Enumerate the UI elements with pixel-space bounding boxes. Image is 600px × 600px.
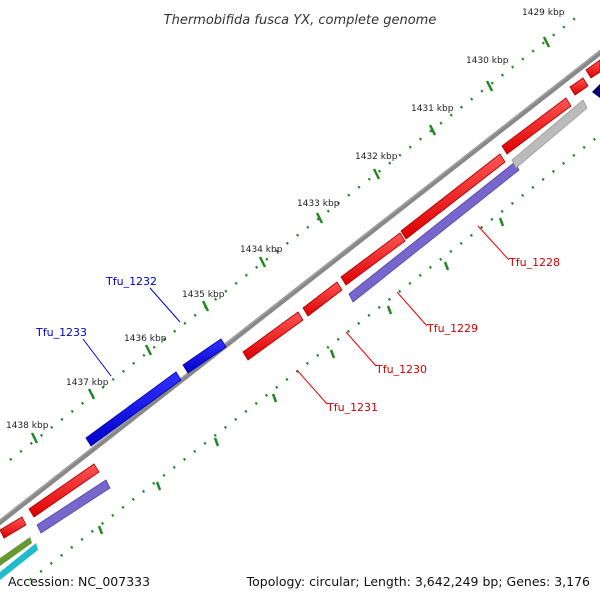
tick-mark	[386, 305, 393, 315]
map-title: Thermobifida fusca YX, complete genome	[164, 13, 437, 28]
tick-mark	[542, 36, 551, 48]
label-leader	[149, 287, 181, 323]
gene-forward-tfu-1232[interactable]	[182, 338, 227, 374]
tick-mark	[498, 217, 505, 227]
tick-mark	[428, 124, 437, 136]
tick-label: 1432 kbp	[355, 152, 398, 162]
gene-label-tfu-1228[interactable]: Tfu_1228	[508, 256, 560, 269]
gene-reverse[interactable]	[501, 97, 572, 155]
tick-mark	[87, 388, 96, 400]
tick-mark	[201, 300, 210, 312]
tick-label: 1429 kbp	[522, 8, 565, 18]
label-leader	[296, 369, 328, 405]
gene-label-tfu-1232[interactable]: Tfu_1232	[105, 275, 157, 288]
tick-mark	[485, 80, 494, 92]
accession-text: Accession: NC_007333	[8, 574, 150, 589]
gene-reverse[interactable]	[569, 77, 589, 96]
label-leader	[345, 331, 377, 367]
tick-mark	[30, 432, 39, 444]
tick-mark	[213, 437, 220, 447]
tick-mark	[97, 525, 104, 535]
feature-purple	[36, 479, 111, 534]
gene-label-tfu-1233[interactable]: Tfu_1233	[35, 326, 87, 339]
gene-reverse[interactable]	[585, 59, 600, 79]
tick-mark	[258, 256, 267, 268]
gene-dark[interactable]	[592, 84, 600, 98]
tick-mark	[155, 481, 162, 491]
outer-tick-ring	[9, 15, 579, 461]
tick-mark	[443, 261, 450, 271]
tick-label: 1436 kbp	[124, 334, 167, 344]
gene-reverse-tfu-1231[interactable]	[242, 311, 304, 361]
tick-mark	[144, 344, 153, 356]
tick-label: 1430 kbp	[466, 56, 509, 66]
gene-reverse[interactable]	[28, 463, 100, 518]
gene-forward-tfu-1233[interactable]	[85, 371, 182, 447]
tick-label: 1435 kbp	[182, 290, 225, 300]
label-leader	[396, 291, 428, 327]
tick-label: 1437 kbp	[66, 378, 109, 388]
feature-grey	[511, 99, 588, 169]
tick-mark	[315, 212, 324, 224]
gene-reverse-tfu-1228[interactable]	[400, 153, 506, 240]
genome-backbone-highlight	[0, 50, 600, 521]
feature-purple	[348, 161, 520, 303]
tick-label: 1434 kbp	[240, 245, 283, 255]
tick-mark	[271, 393, 278, 403]
label-leader	[477, 225, 510, 261]
gene-label-tfu-1229[interactable]: Tfu_1229	[426, 322, 478, 335]
tick-label: 1431 kbp	[411, 104, 454, 114]
gene-reverse[interactable]	[0, 516, 27, 539]
feature-cyan	[0, 543, 38, 580]
label-leader	[82, 338, 112, 377]
genome-backbone	[0, 49, 600, 526]
tick-mark	[329, 349, 336, 359]
feature-green	[0, 537, 32, 566]
gene-label-tfu-1230[interactable]: Tfu_1230	[375, 363, 427, 376]
tick-label: 1433 kbp	[297, 199, 340, 209]
gene-reverse-tfu-1230[interactable]	[302, 281, 343, 317]
tick-marks	[30, 36, 551, 444]
inner-tick-marks	[97, 217, 505, 535]
genome-summary-text: Topology: circular; Length: 3,642,249 bp…	[246, 574, 590, 589]
tick-label: 1438 kbp	[6, 421, 49, 431]
gene-reverse-tfu-1229[interactable]	[340, 232, 406, 286]
tick-mark	[372, 168, 381, 180]
gene-label-tfu-1231[interactable]: Tfu_1231	[326, 401, 378, 414]
